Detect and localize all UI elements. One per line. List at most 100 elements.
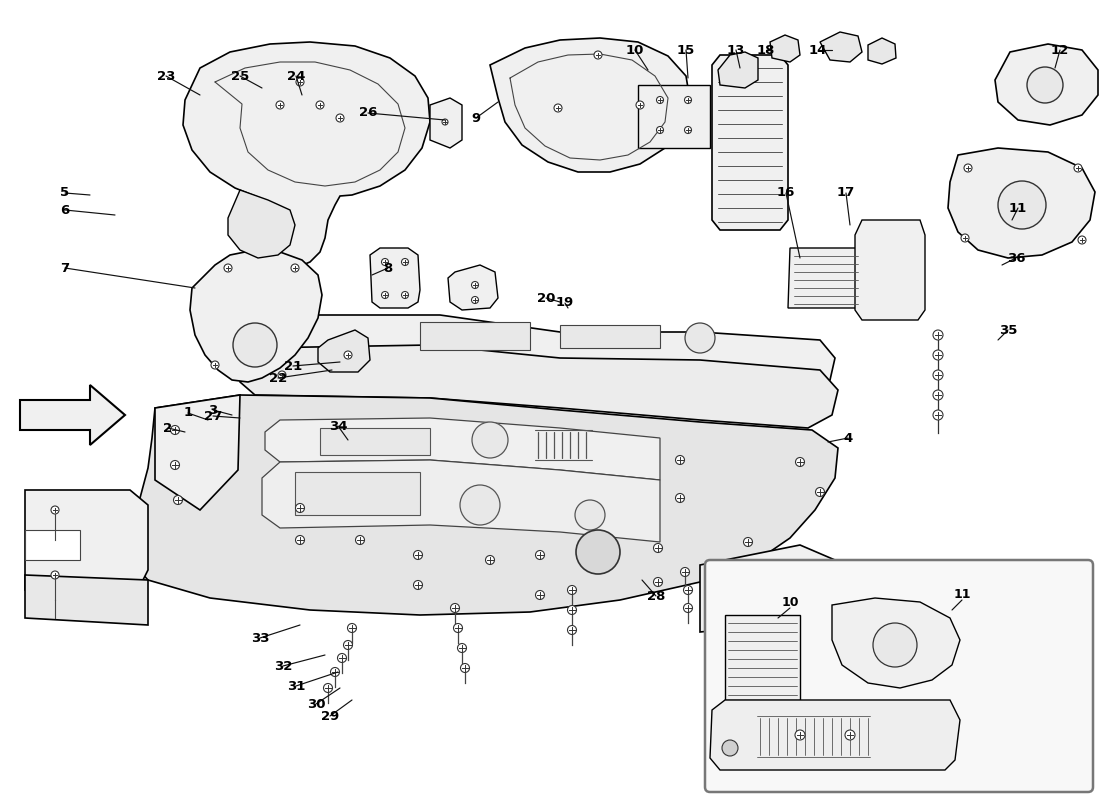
Circle shape <box>657 126 663 134</box>
Circle shape <box>451 603 460 613</box>
Text: 13: 13 <box>727 43 745 57</box>
Polygon shape <box>420 322 530 350</box>
Polygon shape <box>788 248 862 308</box>
FancyBboxPatch shape <box>705 560 1093 792</box>
Circle shape <box>933 390 943 400</box>
Text: 31: 31 <box>287 679 305 693</box>
Circle shape <box>330 667 340 677</box>
Circle shape <box>323 683 332 693</box>
Circle shape <box>536 550 544 559</box>
Circle shape <box>51 571 59 579</box>
Text: 36: 36 <box>1006 251 1025 265</box>
Circle shape <box>414 581 422 590</box>
Circle shape <box>472 422 508 458</box>
Polygon shape <box>190 250 322 382</box>
Text: 2: 2 <box>164 422 173 434</box>
Polygon shape <box>430 98 462 148</box>
Circle shape <box>338 654 346 662</box>
Circle shape <box>795 730 805 740</box>
Circle shape <box>675 455 684 465</box>
Circle shape <box>684 126 692 134</box>
Polygon shape <box>25 530 80 560</box>
Text: e u r o p a r t s: e u r o p a r t s <box>243 427 637 473</box>
Circle shape <box>170 461 179 470</box>
Text: 5: 5 <box>60 186 69 199</box>
Polygon shape <box>318 330 370 372</box>
Circle shape <box>683 586 693 594</box>
Polygon shape <box>718 52 758 88</box>
Polygon shape <box>820 32 862 62</box>
Text: 27: 27 <box>204 410 222 422</box>
Text: 15: 15 <box>676 43 695 57</box>
Polygon shape <box>128 395 838 615</box>
Text: 9: 9 <box>472 111 481 125</box>
Circle shape <box>933 330 943 340</box>
Circle shape <box>964 164 972 172</box>
Text: 33: 33 <box>251 631 270 645</box>
Polygon shape <box>770 35 800 62</box>
Circle shape <box>174 495 183 505</box>
Polygon shape <box>638 85 710 148</box>
Circle shape <box>224 264 232 272</box>
Polygon shape <box>710 700 960 770</box>
Circle shape <box>575 500 605 530</box>
Polygon shape <box>20 385 125 445</box>
Text: 11: 11 <box>954 589 970 602</box>
Circle shape <box>675 494 684 502</box>
Circle shape <box>684 97 692 103</box>
Circle shape <box>795 458 804 466</box>
Circle shape <box>296 535 305 545</box>
Polygon shape <box>265 418 660 480</box>
Circle shape <box>292 264 299 272</box>
Text: 32: 32 <box>274 659 293 673</box>
Text: 20: 20 <box>537 291 556 305</box>
Text: 4: 4 <box>844 431 852 445</box>
Text: 34: 34 <box>329 419 348 433</box>
Circle shape <box>472 297 478 303</box>
Circle shape <box>355 535 364 545</box>
Circle shape <box>233 323 277 367</box>
Circle shape <box>211 361 219 369</box>
Circle shape <box>594 51 602 59</box>
Circle shape <box>402 258 408 266</box>
Text: 10: 10 <box>626 43 645 57</box>
Polygon shape <box>712 55 788 230</box>
Circle shape <box>722 740 738 756</box>
Circle shape <box>336 114 344 122</box>
Circle shape <box>681 567 690 577</box>
Polygon shape <box>855 220 925 320</box>
Circle shape <box>653 578 662 586</box>
Polygon shape <box>490 38 690 172</box>
Text: 12: 12 <box>1050 43 1069 57</box>
Circle shape <box>1074 164 1082 172</box>
Text: 3: 3 <box>208 403 218 417</box>
Polygon shape <box>25 575 149 625</box>
Text: 19: 19 <box>556 297 574 310</box>
Text: 1: 1 <box>184 406 192 419</box>
Circle shape <box>998 181 1046 229</box>
Polygon shape <box>25 490 149 590</box>
Circle shape <box>845 730 855 740</box>
Circle shape <box>458 643 466 653</box>
Circle shape <box>653 543 662 553</box>
Polygon shape <box>295 472 420 515</box>
Text: 22: 22 <box>268 371 287 385</box>
Text: 26: 26 <box>359 106 377 119</box>
Polygon shape <box>868 38 896 64</box>
Circle shape <box>278 371 286 379</box>
Polygon shape <box>996 44 1098 125</box>
Text: 6: 6 <box>60 203 69 217</box>
Circle shape <box>453 623 462 633</box>
Circle shape <box>170 426 179 434</box>
Text: 30: 30 <box>307 698 326 710</box>
Circle shape <box>276 101 284 109</box>
Circle shape <box>536 590 544 599</box>
Polygon shape <box>948 148 1094 258</box>
Circle shape <box>442 119 448 125</box>
Text: a passion for cars since 1985: a passion for cars since 1985 <box>297 480 603 500</box>
Text: 29: 29 <box>321 710 339 722</box>
Circle shape <box>683 603 693 613</box>
Circle shape <box>933 370 943 380</box>
Circle shape <box>568 586 576 594</box>
Circle shape <box>414 550 422 559</box>
